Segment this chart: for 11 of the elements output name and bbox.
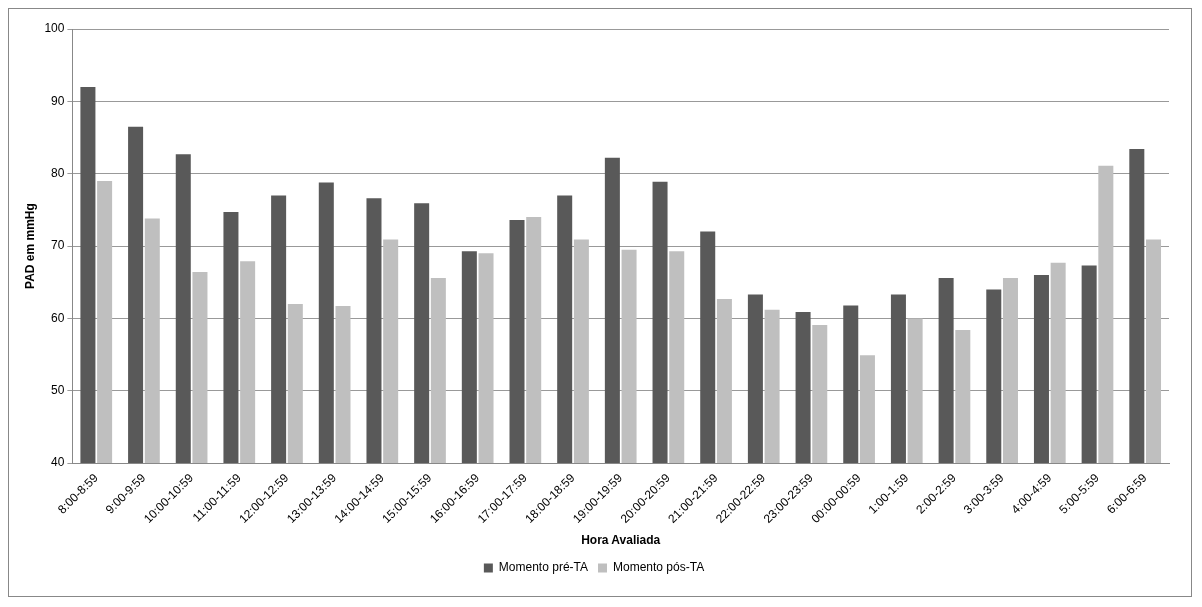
y-axis-title: PAD em mmHg	[22, 203, 37, 289]
y-tick-label: 90	[51, 93, 65, 108]
legend-label: Momento pós-TA	[613, 560, 705, 575]
x-axis-title: Hora Avaliada	[581, 533, 661, 548]
y-tick-label: 80	[51, 166, 65, 181]
y-tick-label: 60	[51, 310, 65, 325]
y-tick-label: 50	[51, 383, 65, 398]
y-tick-label: 40	[51, 455, 65, 470]
y-tick-label: 70	[51, 238, 65, 253]
y-tick-label: 100	[44, 21, 65, 36]
legend-label: Momento pré-TA	[498, 560, 588, 575]
